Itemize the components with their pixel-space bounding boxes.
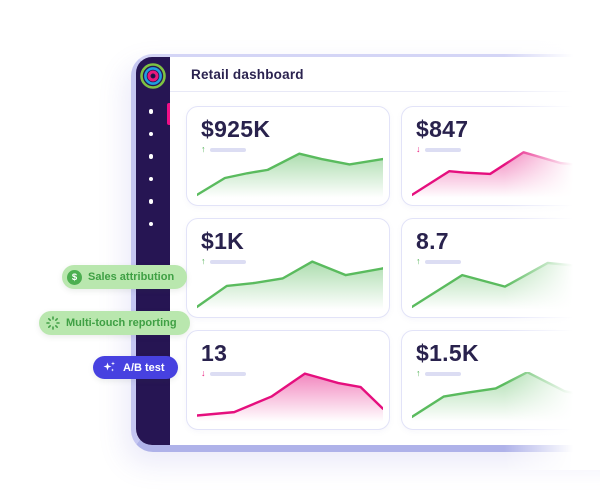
trend-bar [424,259,461,264]
trend-bar [209,371,246,376]
trend-indicator: ↑ [201,257,246,266]
badge-sales-attribution[interactable]: $ Sales attribution [62,265,188,289]
nav-dot[interactable] [148,221,154,226]
page-title: Retail dashboard [191,66,304,82]
badge-ab-test[interactable]: A/B test [93,356,178,379]
trend-bar [424,147,461,152]
sidebar-nav-dots[interactable] [136,109,166,226]
nav-dot[interactable] [148,199,154,204]
kpi-grid: $925K ↑ $847 ↓ $1K ↑ [170,91,600,445]
sparkline-chart [197,372,383,424]
trend-indicator: ↑ [416,257,461,266]
kpi-card[interactable]: $925K ↑ [186,106,390,206]
sparkline-chart [412,372,598,424]
nav-dot[interactable] [148,109,154,114]
nav-dot[interactable] [148,131,154,136]
badge-multi-touch-reporting[interactable]: Multi-touch reporting [39,311,190,335]
trend-up-icon: ↑ [201,144,206,154]
kpi-value: $925K [201,116,271,142]
sparkline-chart [412,260,598,312]
sparkline-chart [412,148,598,200]
kpi-card[interactable]: $1K ↑ [186,218,390,318]
trend-up-icon: ↑ [416,256,421,266]
brand-logo-icon[interactable] [139,62,167,95]
kpi-value: $847 [416,116,469,142]
kpi-value: 13 [201,340,228,366]
active-nav-indicator [166,103,170,125]
dollar-coin-icon: $ [67,269,82,285]
trend-indicator: ↓ [201,369,246,378]
trend-up-icon: ↑ [416,368,421,378]
nav-dot[interactable] [148,154,154,159]
trend-indicator: ↓ [416,145,461,154]
kpi-card[interactable]: $847 ↓ [401,106,600,206]
sparkline-chart [197,148,383,200]
trend-up-icon: ↑ [201,256,206,266]
badge-label: A/B test [123,361,165,374]
nav-dot[interactable] [148,176,154,181]
trend-down-icon: ↓ [201,368,206,378]
kpi-card[interactable]: $1.5K ↑ [401,330,600,430]
kpi-value: $1.5K [416,340,479,366]
window-header: Retail dashboard [170,57,600,92]
kpi-value: 8.7 [416,228,449,254]
trend-indicator: ↑ [201,145,246,154]
burst-icon [46,316,60,330]
trend-bar [209,259,246,264]
kpi-card[interactable]: 13 ↓ [186,330,390,430]
badge-label: Sales attribution [88,271,175,283]
trend-bar [209,147,246,152]
kpi-value: $1K [201,228,245,254]
trend-down-icon: ↓ [416,144,421,154]
badge-label: Multi-touch reporting [66,317,177,329]
sparkles-icon [102,360,117,375]
kpi-card[interactable]: 8.7 ↑ [401,218,600,318]
app-window: Retail dashboard $925K ↑ $847 ↓ $1 [131,54,600,452]
trend-bar [424,371,461,376]
trend-indicator: ↑ [416,369,461,378]
sparkline-chart [197,260,383,312]
sidebar [136,57,170,445]
